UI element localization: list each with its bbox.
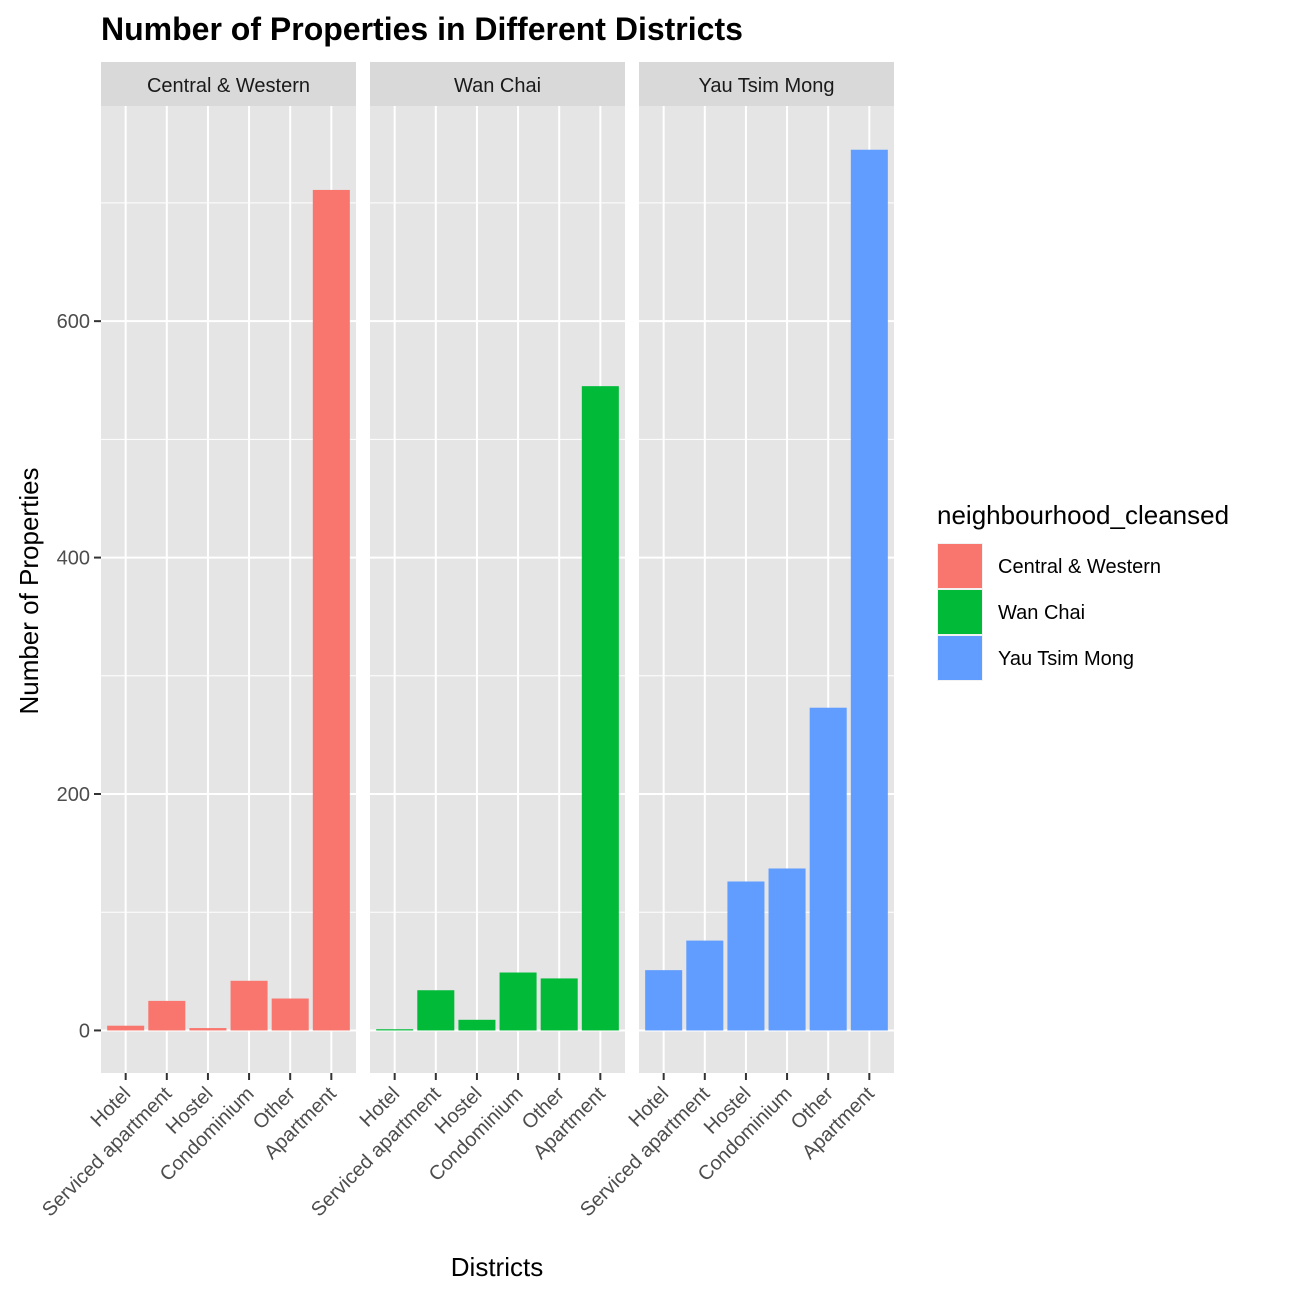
- bar: [499, 972, 537, 1031]
- y-axis-title: Number of Properties: [14, 467, 44, 714]
- bar: [645, 970, 683, 1031]
- legend-swatch: [938, 544, 982, 588]
- y-axis: 0 200 400 600: [57, 311, 101, 1042]
- bar: [107, 1025, 145, 1031]
- bar: [768, 868, 806, 1031]
- facet-strip: [639, 62, 894, 106]
- bar: [581, 386, 619, 1031]
- facet-strip-label: Yau Tsim Mong: [699, 75, 835, 97]
- bar: [376, 1029, 414, 1031]
- facet-strip-label: Wan Chai: [454, 75, 541, 97]
- legend-label: Yau Tsim Mong: [998, 648, 1134, 670]
- legend-swatch: [938, 636, 982, 680]
- facet-strip-label: Central & Western: [147, 75, 310, 97]
- legend-swatch: [938, 590, 982, 634]
- legend-label: Central & Western: [998, 556, 1161, 578]
- y-tick-label: 200: [57, 784, 90, 806]
- bar: [540, 978, 578, 1031]
- bar: [417, 990, 455, 1031]
- bar: [727, 881, 765, 1031]
- bar: [686, 940, 724, 1031]
- bar: [271, 998, 309, 1031]
- legend-label: Wan Chai: [998, 602, 1085, 624]
- bar: [850, 149, 888, 1031]
- bar: [230, 980, 268, 1031]
- facet-strip: [101, 62, 356, 106]
- legend: neighbourhood_cleansed Central & Western…: [937, 500, 1229, 681]
- bar: [312, 189, 350, 1031]
- y-tick-label: 0: [79, 1020, 90, 1042]
- y-tick-label: 400: [57, 548, 90, 570]
- chart-title: Number of Properties in Different Distri…: [101, 11, 743, 47]
- facet-strip: [370, 62, 625, 106]
- bar: [458, 1019, 496, 1031]
- y-tick-label: 600: [57, 311, 90, 333]
- legend-title: neighbourhood_cleansed: [937, 500, 1229, 530]
- bar: [809, 707, 847, 1031]
- x-axis-title: Districts: [451, 1252, 543, 1282]
- bar: [189, 1028, 227, 1031]
- bar: [148, 1000, 186, 1031]
